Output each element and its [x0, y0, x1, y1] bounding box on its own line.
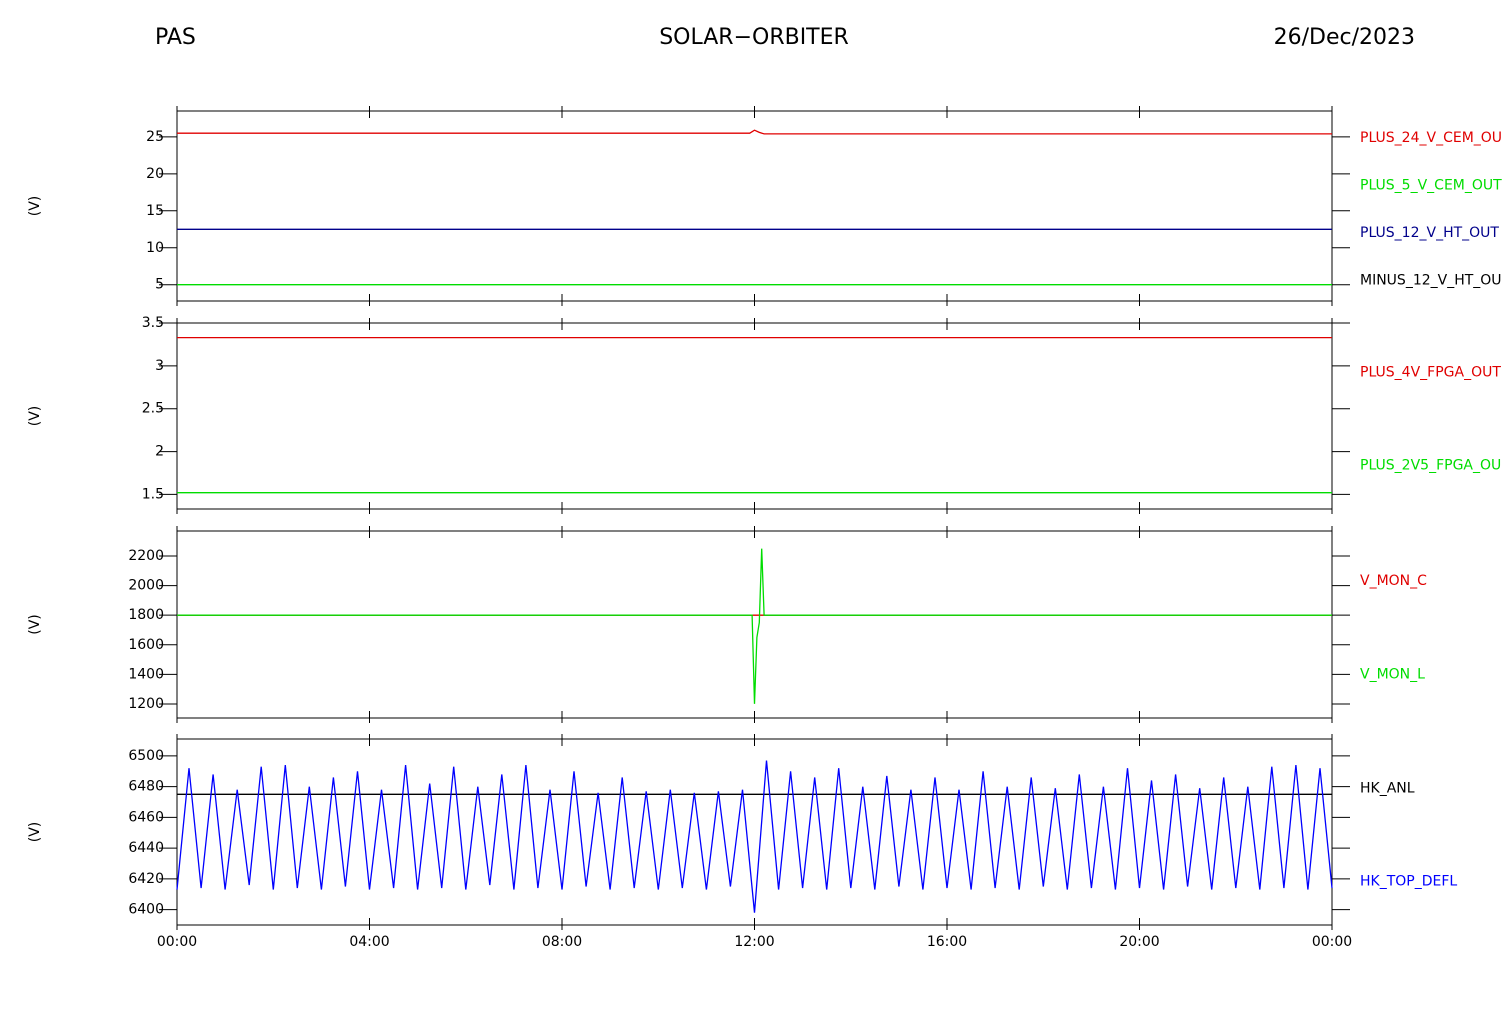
y-tick-label: 3.5	[142, 315, 164, 331]
x-tick-label: 16:00	[927, 934, 967, 950]
legend-label: PLUS_24_V_CEM_OU	[1360, 130, 1502, 146]
y-tick-label: 1800	[128, 607, 164, 623]
y-tick-label: 6460	[128, 809, 164, 825]
series-line	[177, 129, 1332, 135]
y-tick-label: 6440	[128, 840, 164, 856]
legend-label: PLUS_4V_FPGA_OUT	[1360, 365, 1501, 381]
y-tick-label: 1600	[128, 637, 164, 653]
y-tick-label: 2200	[128, 548, 164, 564]
y-axis-label: (V)	[27, 196, 43, 217]
y-tick-label: 6480	[128, 779, 164, 795]
plot-frame	[176, 738, 1333, 926]
y-tick-label: 2.5	[142, 401, 164, 417]
y-tick-label: 6420	[128, 871, 164, 887]
series-line	[177, 548, 1332, 704]
y-tick-label: 6400	[128, 902, 164, 918]
legend-label: HK_ANL	[1360, 781, 1415, 797]
header-date: 26/Dec/2023	[1274, 25, 1415, 50]
y-tick-label: 1200	[128, 696, 164, 712]
plot-frame	[176, 322, 1333, 510]
legend-label: V_MON_C	[1360, 573, 1427, 589]
x-tick-label: 00:00	[1312, 934, 1352, 950]
y-tick-label: 6500	[128, 748, 164, 764]
y-axis-label: (V)	[27, 822, 43, 843]
y-tick-label: 2000	[128, 578, 164, 594]
header-left: PAS	[155, 25, 196, 50]
x-tick-label: 20:00	[1119, 934, 1159, 950]
y-tick-label: 15	[146, 203, 164, 219]
y-tick-label: 20	[146, 166, 164, 182]
legend-label: PLUS_12_V_HT_OUT	[1360, 225, 1499, 241]
y-tick-label: 1.5	[142, 486, 164, 502]
y-tick-label: 10	[146, 240, 164, 256]
x-tick-label: 12:00	[734, 934, 774, 950]
series-line	[176, 760, 1333, 913]
header-title: SOLAR−ORBITER	[659, 25, 849, 50]
x-tick-label: 00:00	[157, 934, 197, 950]
legend-label: V_MON_L	[1360, 666, 1425, 682]
legend-label: MINUS_12_V_HT_OU	[1360, 272, 1502, 288]
x-tick-label: 04:00	[349, 934, 389, 950]
legend-label: PLUS_5_V_CEM_OUT	[1360, 177, 1502, 193]
legend-label: PLUS_2V5_FPGA_OU	[1360, 458, 1501, 474]
y-tick-label: 1400	[128, 666, 164, 682]
y-axis-label: (V)	[27, 614, 43, 635]
y-tick-label: 25	[146, 129, 164, 145]
legend-label: HK_TOP_DEFL	[1360, 874, 1457, 890]
plot-frame	[176, 110, 1333, 302]
x-tick-label: 08:00	[542, 934, 582, 950]
y-axis-label: (V)	[27, 406, 43, 427]
